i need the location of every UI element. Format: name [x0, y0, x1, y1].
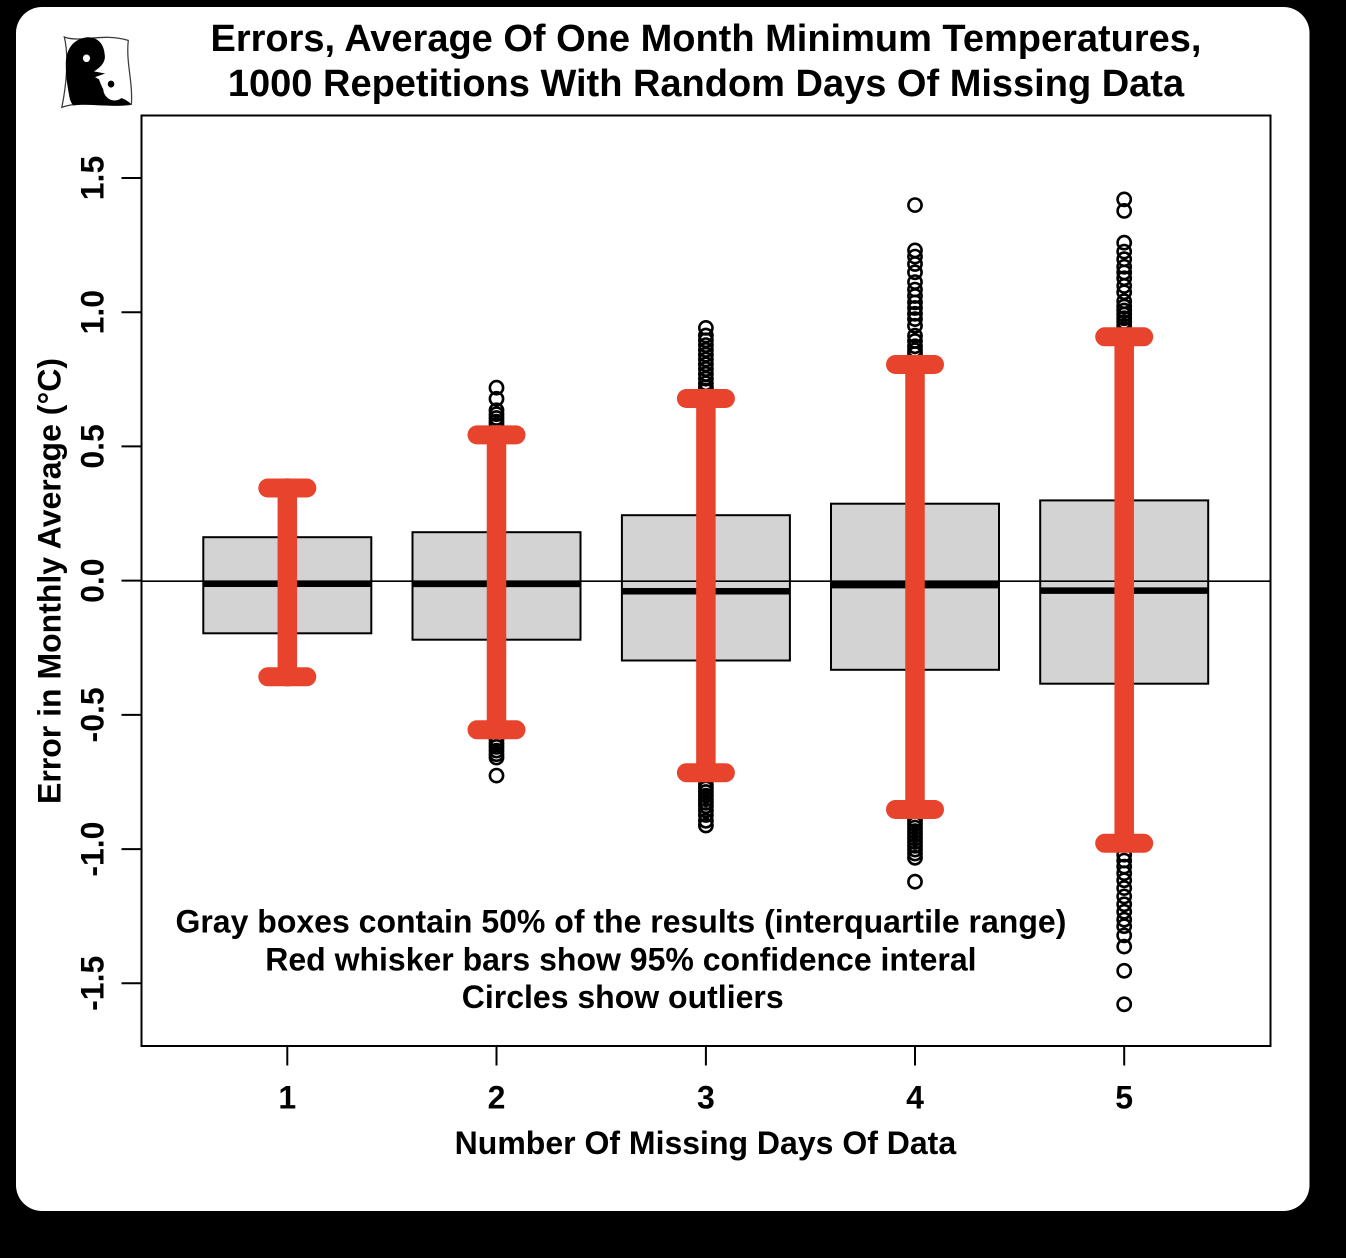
- svg-text:Red whisker bars show 95% conf: Red whisker bars show 95% confidence int…: [265, 941, 976, 977]
- svg-text:5: 5: [1115, 1080, 1133, 1116]
- svg-text:0.5: 0.5: [75, 424, 111, 468]
- svg-text:3: 3: [697, 1080, 715, 1116]
- svg-text:1: 1: [278, 1080, 296, 1116]
- svg-text:-1.0: -1.0: [75, 822, 111, 877]
- svg-text:1000 Repetitions With Random D: 1000 Repetitions With Random Days Of Mis…: [228, 63, 1185, 105]
- svg-text:-0.5: -0.5: [75, 687, 111, 742]
- svg-text:Errors, Average Of One Month M: Errors, Average Of One Month Minimum Tem…: [210, 18, 1201, 60]
- svg-text:Number Of Missing Days Of Data: Number Of Missing Days Of Data: [455, 1125, 957, 1161]
- svg-text:Error in Monthly Average (°C): Error in Monthly Average (°C): [32, 358, 68, 804]
- svg-text:1.5: 1.5: [75, 156, 111, 200]
- svg-text:1.0: 1.0: [75, 290, 111, 334]
- svg-text:0.0: 0.0: [75, 558, 111, 602]
- svg-text:-1.5: -1.5: [75, 956, 111, 1011]
- svg-text:2: 2: [488, 1080, 506, 1116]
- svg-text:4: 4: [906, 1080, 924, 1116]
- svg-text:Circles show outliers: Circles show outliers: [462, 979, 784, 1015]
- svg-text:Gray boxes contain 50% of the: Gray boxes contain 50% of the results (i…: [175, 904, 1066, 940]
